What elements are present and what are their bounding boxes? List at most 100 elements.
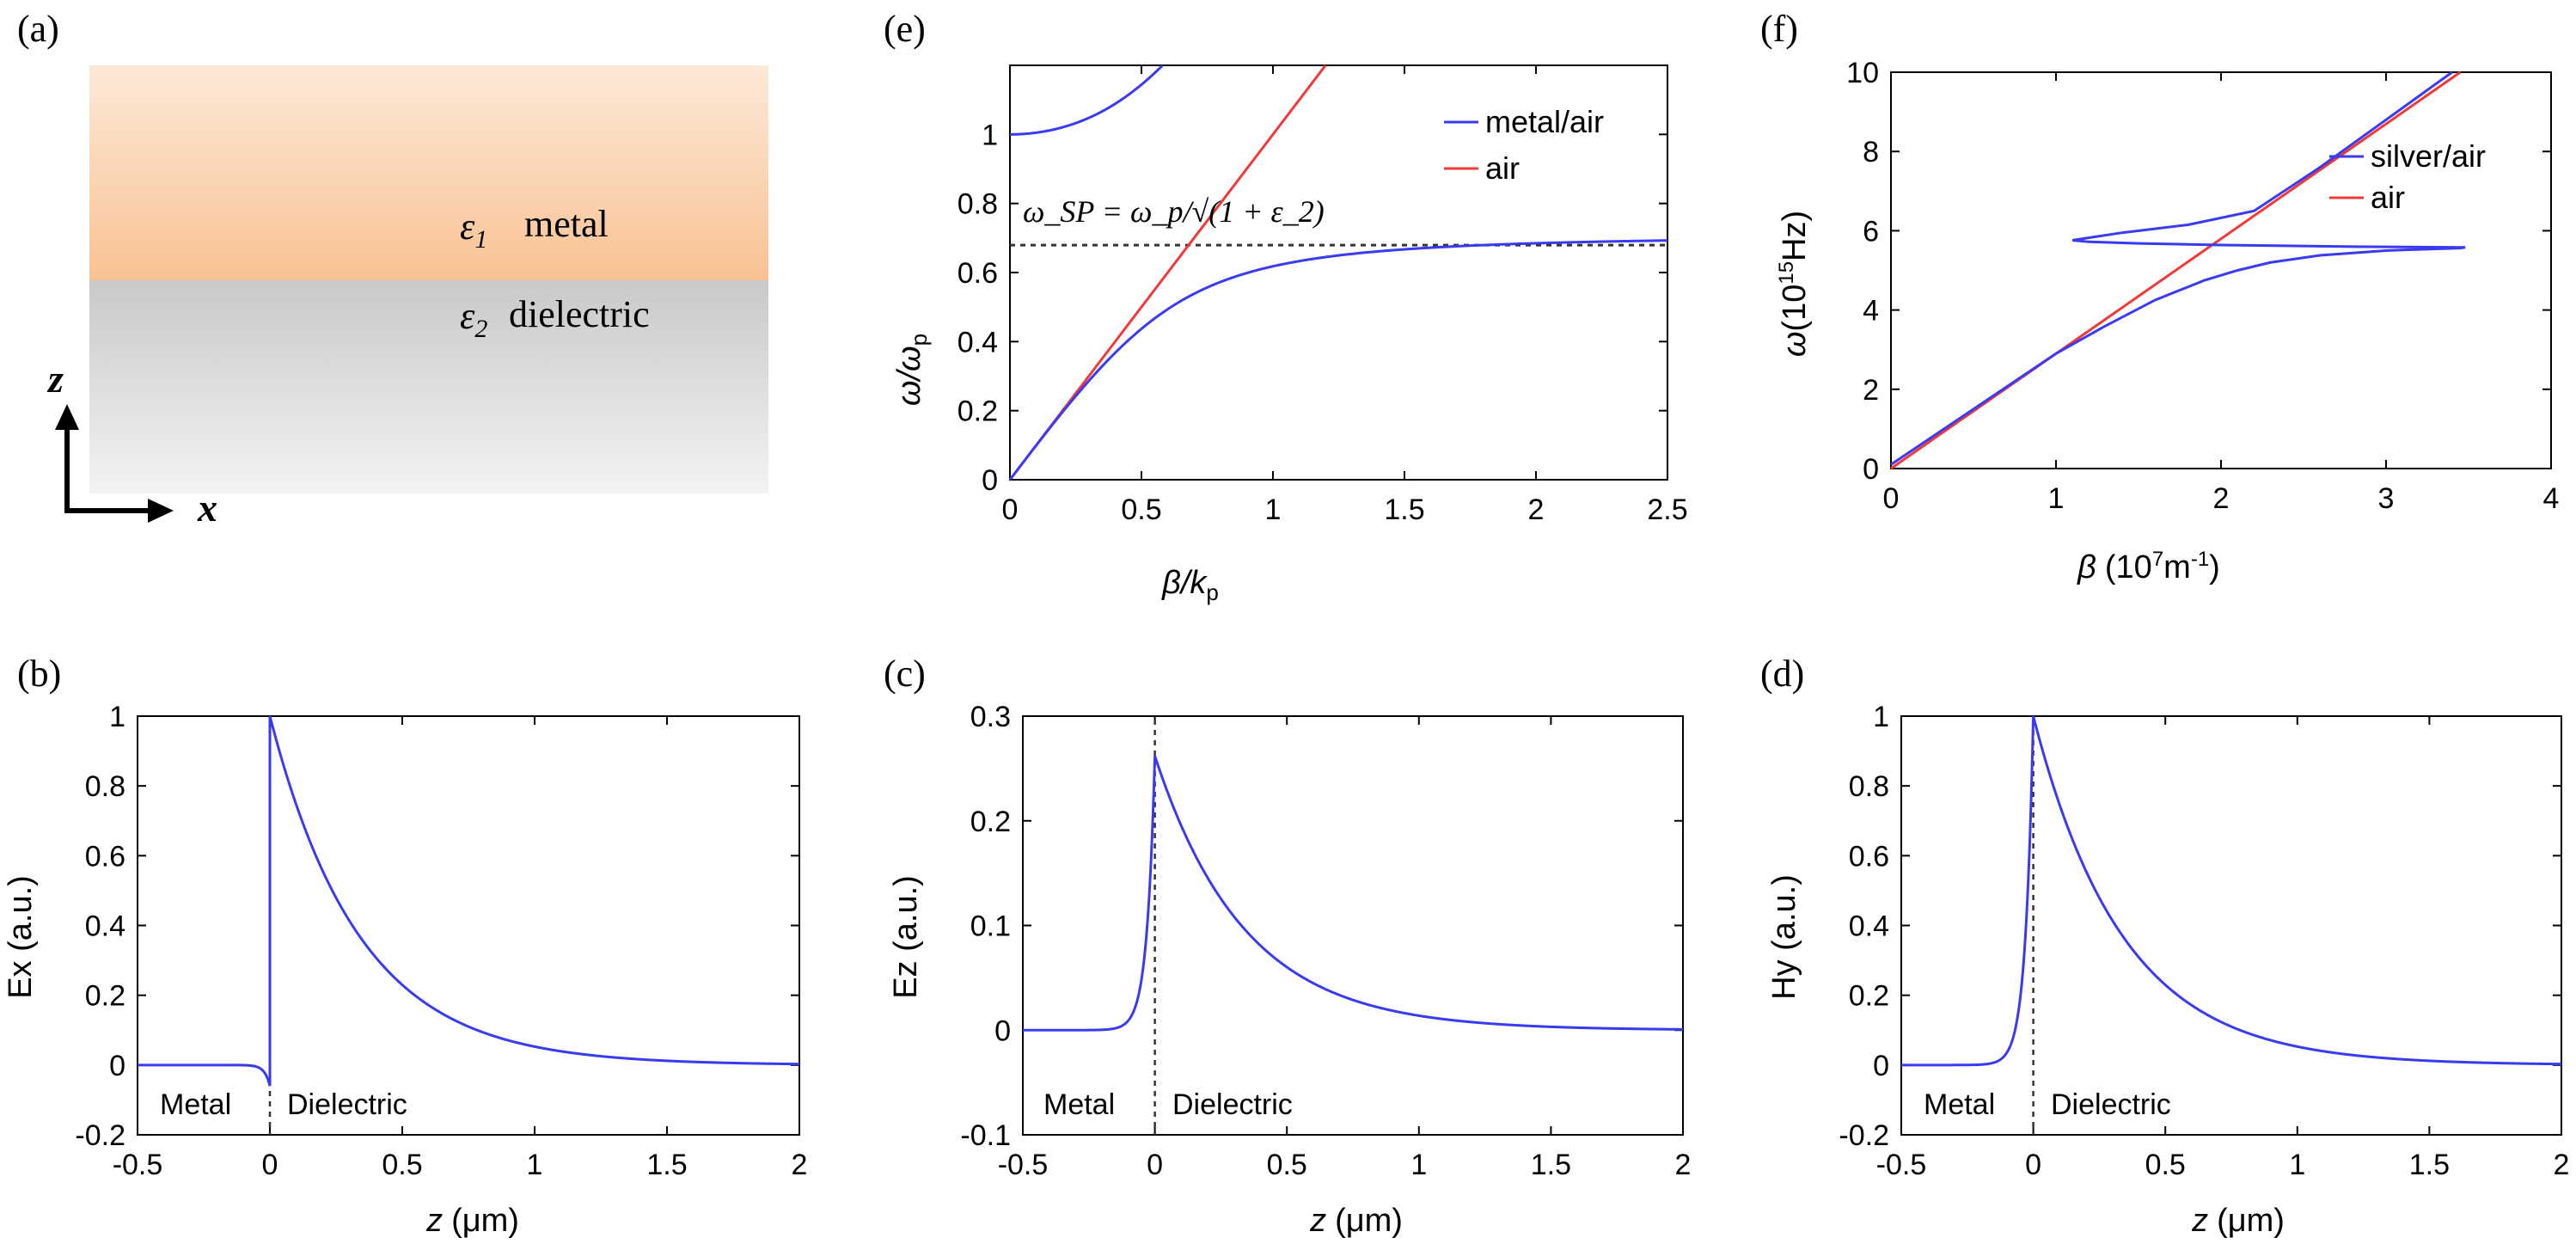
- chart-b-axes: -0.5 0 0.5 1 1.5 2 -0.2 0 0.2 0.4 0.6 0.8 1: [75, 701, 807, 1181]
- x-tick-label-e: 1: [1265, 493, 1282, 526]
- y-tick-label-c: 0: [994, 1014, 1011, 1047]
- series-ex-line: [138, 715, 800, 1087]
- x-tick-label-f: 1: [2048, 482, 2065, 515]
- y-axis-label-f: ω(1015Hz): [1775, 211, 1813, 357]
- y-tick-label-b: -0.2: [75, 1119, 125, 1152]
- x-tick-label-b: 1: [527, 1149, 543, 1181]
- x-tick-label-f: 2: [2213, 482, 2230, 515]
- series-metal-air-lower-line: [1008, 239, 1668, 481]
- x-tick-label-c: 1.5: [1531, 1149, 1571, 1181]
- x-tick-label-d: 1: [2289, 1149, 2305, 1181]
- panel-label-c: (c): [884, 653, 926, 695]
- panel-label-d: (d): [1760, 653, 1804, 695]
- metal-text: metal: [524, 203, 609, 245]
- y-tick-label-f: 10: [1846, 57, 1879, 89]
- x-tick-label-c: 0: [1147, 1149, 1163, 1181]
- y-axis-label-c: Ez (a.u.): [888, 875, 924, 999]
- metal-label-c: Metal: [1043, 1088, 1115, 1121]
- y-tick-label-f: 6: [1863, 215, 1879, 248]
- series-silver-air-upper-line: [2071, 70, 2466, 249]
- y-tick-label-d: 1: [1873, 701, 1889, 733]
- x-tick-label-d: -0.5: [1876, 1149, 1927, 1181]
- x-tick-label-b: 1.5: [646, 1149, 687, 1181]
- plot-frame-f: [1890, 71, 2552, 469]
- chart-d: -0.5 0 0.5 1 1.5 2 -0.2 0 0.2 0.4 0.6 0.8 1 Metal Di…: [1766, 701, 2569, 1239]
- dielectric-layer: [89, 280, 768, 493]
- y-tick-label-f: 8: [1863, 136, 1879, 169]
- y-tick-label-e: 0.8: [958, 188, 998, 221]
- x-tick-label-c: 2: [1675, 1149, 1692, 1181]
- x-tick-label-b: 0.5: [382, 1149, 422, 1181]
- y-tick-label-b: 0: [109, 1050, 125, 1082]
- y-tick-label-b: 0.8: [85, 770, 125, 803]
- series-ez-line: [1023, 755, 1684, 1032]
- y-tick-label-b: 0.4: [85, 910, 125, 943]
- x-tick-label-b: -0.5: [113, 1149, 163, 1181]
- y-tick-label-e: 0.2: [958, 395, 998, 428]
- y-tick-label-b: 0.2: [85, 980, 125, 1013]
- chart-f-axes: 0 1 2 3 4 0 2 4 6 8 10: [1846, 57, 2559, 515]
- x-tick-label-f: 4: [2543, 482, 2560, 515]
- dielectric-text: dielectric: [509, 293, 650, 335]
- metal-layer: [89, 65, 768, 280]
- x-tick-label-e: 0: [1002, 493, 1019, 526]
- x-axis-label-c: z (μm): [1309, 1203, 1403, 1239]
- panel-label-f: (f): [1760, 8, 1798, 50]
- x-tick-label-e: 2.5: [1647, 493, 1687, 526]
- dielectric-label-d: Dielectric: [2051, 1088, 2171, 1121]
- y-tick-label-d: -0.2: [1839, 1119, 1889, 1152]
- x-tick-label-e: 1.5: [1384, 493, 1424, 526]
- x-arrow-head: [148, 499, 174, 523]
- y-tick-label-d: 0.4: [1849, 910, 1889, 943]
- y-tick-label-d: 0.6: [1849, 840, 1889, 873]
- series-metal-air-upper-line: [1010, 64, 1164, 136]
- y-tick-label-e: 0: [982, 464, 998, 497]
- y-tick-label-c: -0.1: [960, 1119, 1011, 1152]
- asymptote-annotation: ω_SP = ω_p/√(1 + ε_2): [1023, 194, 1325, 229]
- plot-frame-b: [137, 715, 800, 1136]
- y-tick-label-f: 4: [1863, 295, 1879, 328]
- y-axis-label-d: Hy (a.u.): [1766, 874, 1802, 1000]
- y-tick-label-d: 0.8: [1849, 770, 1889, 803]
- y-axis-label-e: ω/ωp: [891, 334, 932, 406]
- x-tick-label-f: 0: [1883, 482, 1900, 515]
- dielectric-label-b: Dielectric: [287, 1088, 407, 1121]
- chart-b: -0.5 0 0.5 1 1.5 2 -0.2 0 0.2 0.4 0.6 0.8 1 Metal Di…: [3, 701, 807, 1239]
- x-tick-label-f: 3: [2378, 482, 2395, 515]
- legend-label-air: air: [1485, 150, 1520, 186]
- y-tick-label-e: 0.4: [958, 326, 998, 358]
- schematic-panel: ε1 metal ε2 dielectric z x: [46, 65, 768, 530]
- series-silver-air-lower-line: [1890, 246, 2466, 466]
- y-tick-label-e: 1: [982, 119, 998, 151]
- legend-label-air-f: air: [2371, 180, 2405, 215]
- panel-label-a: (a): [17, 8, 59, 50]
- legend-label-metal-air: metal/air: [1485, 104, 1604, 139]
- z-arrow-head: [55, 404, 79, 430]
- z-axis-label: z: [46, 357, 64, 401]
- plot-frame-c: [1022, 715, 1684, 1136]
- y-tick-label-f: 2: [1863, 374, 1879, 407]
- y-tick-label-b: 0.6: [85, 840, 125, 873]
- eps1-symbol: ε1: [460, 205, 487, 254]
- y-tick-label-c: 0.3: [970, 701, 1011, 733]
- x-axis-label-e: β/kp: [1161, 565, 1219, 605]
- x-tick-label-b: 0: [262, 1149, 278, 1181]
- panel-label-b: (b): [17, 653, 61, 695]
- metal-label-b: Metal: [160, 1088, 231, 1121]
- x-tick-label-c: -0.5: [998, 1149, 1049, 1181]
- eps2-symbol: ε2: [460, 295, 487, 343]
- y-tick-label-c: 0.2: [970, 806, 1011, 838]
- y-tick-label-c: 0.1: [970, 910, 1011, 943]
- metal-label-d: Metal: [1924, 1088, 1995, 1121]
- chart-c: -0.5 0 0.5 1 1.5 2 -0.1 0 0.1 0.2 0.3 Metal Dielec…: [888, 701, 1691, 1239]
- x-axis-label: x: [197, 486, 217, 530]
- x-tick-label-d: 0: [2025, 1149, 2041, 1181]
- chart-e-axes: 0 0.5 1 1.5 2 2.5 0 0.2 0.4 0.6 0.8 1: [958, 64, 1688, 526]
- x-axis-label-b: z (μm): [425, 1203, 519, 1239]
- series-air-line-f: [1890, 70, 2462, 470]
- x-axis-label-f: β (107m-1): [2077, 548, 2220, 585]
- y-tick-label-b: 1: [109, 701, 125, 733]
- chart-e: 0 0.5 1 1.5 2 2.5 0 0.2 0.4 0.6 0.8 1 ω_SP = ω_p/√(…: [891, 64, 1688, 605]
- x-tick-label-c: 0.5: [1267, 1149, 1307, 1181]
